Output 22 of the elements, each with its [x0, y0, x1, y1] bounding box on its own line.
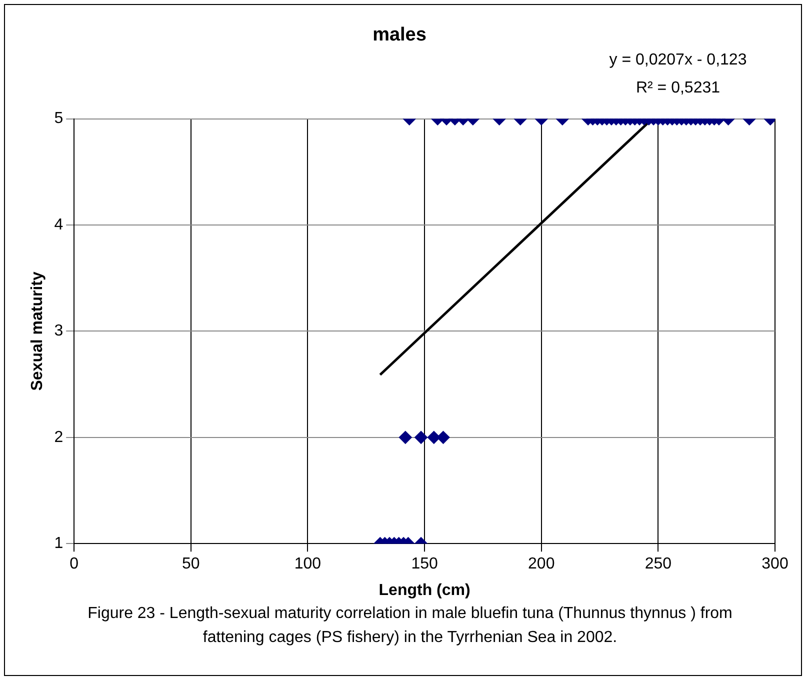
point [414, 430, 428, 444]
x-tick-label: 0 [70, 556, 79, 573]
point [436, 430, 450, 444]
caption: Figure 23 - Length-sexual maturity correlation in male bluefin tuna (Thunnus thynnus ) from fattening cages (PS fishery) in the Tyrrhenian Sea in 2002. [86, 604, 734, 648]
x-tick-label: 150 [411, 556, 438, 573]
x-axis-title: Length (cm) [378, 582, 470, 599]
x-tick-label: 100 [294, 556, 322, 573]
y-tick-label: 3 [54, 322, 64, 340]
y-tick-label: 2 [54, 428, 64, 446]
chart-title: males [372, 24, 426, 46]
y-tick-label: 4 [54, 216, 64, 234]
point [398, 430, 412, 444]
y-axis-title: Sexual maturity [29, 272, 46, 391]
y-tick-label: 1 [54, 535, 64, 552]
text: R² = 0,5231 [636, 79, 720, 96]
y-tick-label: 5 [54, 110, 64, 128]
x-tick-label: 250 [644, 556, 672, 573]
text: y = 0,0207x - 0,123 [609, 51, 747, 68]
x-tick-label: 200 [528, 556, 555, 573]
point [427, 430, 440, 444]
x-tick-label: 300 [762, 556, 788, 573]
x-tick-label: 50 [182, 556, 200, 573]
